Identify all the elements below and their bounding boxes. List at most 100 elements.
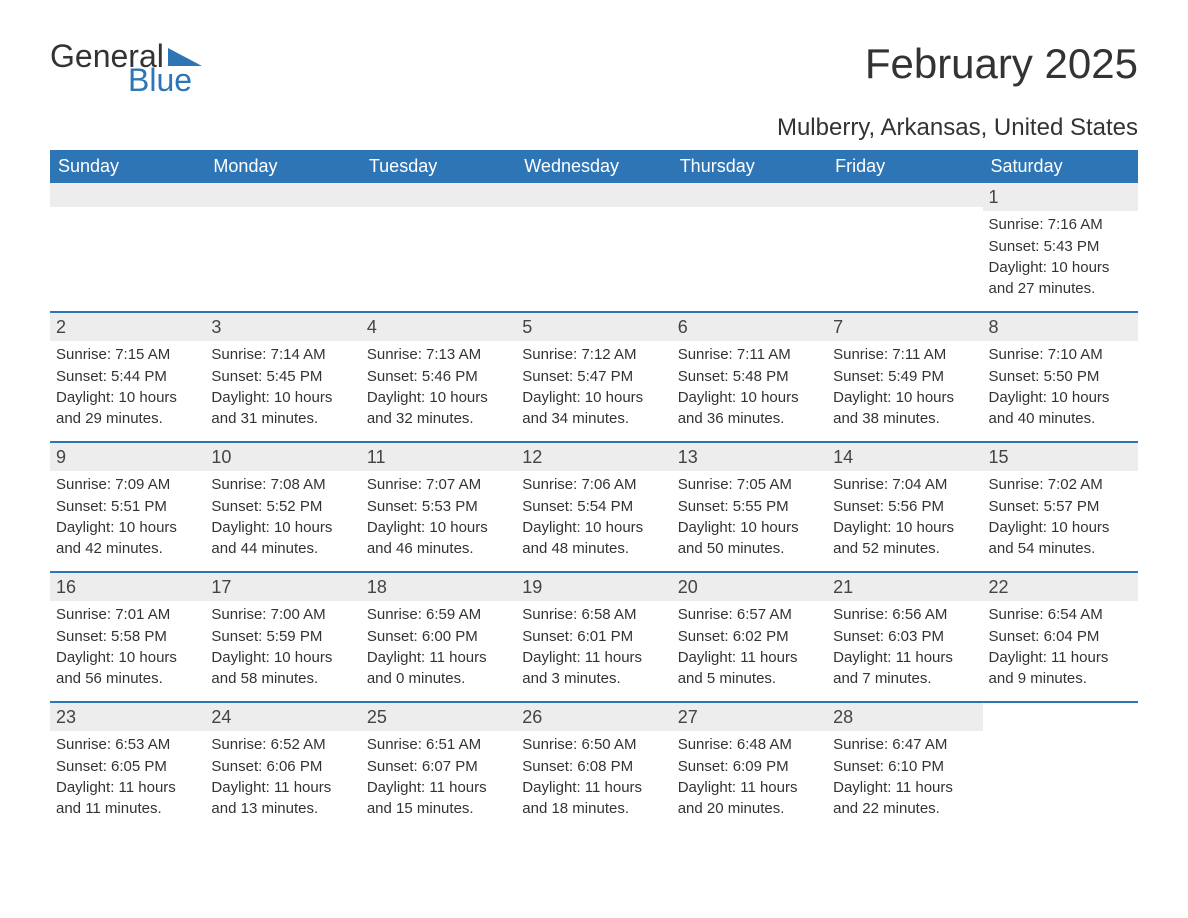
- day-cell-empty: [50, 183, 205, 311]
- day-cell-empty: [516, 183, 671, 311]
- day-info: Sunrise: 6:51 AMSunset: 6:07 PMDaylight:…: [363, 735, 510, 819]
- day-dl1: Daylight: 10 hours: [989, 258, 1132, 278]
- day-cell-empty: [827, 183, 982, 311]
- day-info: Sunrise: 7:01 AMSunset: 5:58 PMDaylight:…: [52, 605, 199, 689]
- day-sunrise: Sunrise: 7:06 AM: [522, 475, 665, 495]
- week-row: 9Sunrise: 7:09 AMSunset: 5:51 PMDaylight…: [50, 441, 1138, 571]
- day-number: [827, 183, 982, 207]
- day-sunset: Sunset: 5:48 PM: [678, 367, 821, 387]
- day-cell-empty: [672, 183, 827, 311]
- day-cell: 27Sunrise: 6:48 AMSunset: 6:09 PMDayligh…: [672, 703, 827, 831]
- day-number: 22: [983, 573, 1138, 601]
- day-sunrise: Sunrise: 6:53 AM: [56, 735, 199, 755]
- day-info: Sunrise: 7:04 AMSunset: 5:56 PMDaylight:…: [829, 475, 976, 559]
- day-cell: 3Sunrise: 7:14 AMSunset: 5:45 PMDaylight…: [205, 313, 360, 441]
- day-number: 24: [205, 703, 360, 731]
- day-sunrise: Sunrise: 7:10 AM: [989, 345, 1132, 365]
- day-dl2: and 52 minutes.: [833, 539, 976, 559]
- day-dl2: and 15 minutes.: [367, 799, 510, 819]
- day-sunrise: Sunrise: 7:11 AM: [678, 345, 821, 365]
- day-dl1: Daylight: 11 hours: [833, 648, 976, 668]
- day-number: 13: [672, 443, 827, 471]
- day-sunrise: Sunrise: 6:51 AM: [367, 735, 510, 755]
- day-dl2: and 31 minutes.: [211, 409, 354, 429]
- day-info: Sunrise: 7:09 AMSunset: 5:51 PMDaylight:…: [52, 475, 199, 559]
- day-number: 3: [205, 313, 360, 341]
- day-cell: 11Sunrise: 7:07 AMSunset: 5:53 PMDayligh…: [361, 443, 516, 571]
- day-info: Sunrise: 7:05 AMSunset: 5:55 PMDaylight:…: [674, 475, 821, 559]
- day-dl1: Daylight: 11 hours: [522, 778, 665, 798]
- day-sunset: Sunset: 5:57 PM: [989, 497, 1132, 517]
- day-sunset: Sunset: 6:09 PM: [678, 757, 821, 777]
- header-row: General Blue February 2025: [50, 40, 1138, 96]
- day-sunrise: Sunrise: 7:16 AM: [989, 215, 1132, 235]
- day-dl1: Daylight: 10 hours: [56, 388, 199, 408]
- day-sunset: Sunset: 6:01 PM: [522, 627, 665, 647]
- day-number: [672, 183, 827, 207]
- day-cell: 10 Sunrise: 7:08 AMSunset: 5:52 PMDayligh…: [205, 443, 360, 571]
- day-sunrise: Sunrise: 7:12 AM: [522, 345, 665, 365]
- day-sunrise: Sunrise: 7:11 AM: [833, 345, 976, 365]
- day-dl1: Daylight: 10 hours: [989, 388, 1132, 408]
- day-info: Sunrise: 7:08 AMSunset: 5:52 PMDaylight:…: [207, 475, 354, 559]
- day-cell: 20Sunrise: 6:57 AMSunset: 6:02 PMDayligh…: [672, 573, 827, 701]
- day-sunrise: Sunrise: 6:48 AM: [678, 735, 821, 755]
- day-dl1: Daylight: 10 hours: [678, 518, 821, 538]
- day-dl1: Daylight: 10 hours: [211, 518, 354, 538]
- day-info: Sunrise: 7:12 AMSunset: 5:47 PMDaylight:…: [518, 345, 665, 429]
- day-number: 5: [516, 313, 671, 341]
- day-number: [516, 183, 671, 207]
- day-info: Sunrise: 7:11 AMSunset: 5:49 PMDaylight:…: [829, 345, 976, 429]
- day-dl2: and 46 minutes.: [367, 539, 510, 559]
- weeks-container: 1Sunrise: 7:16 AMSunset: 5:43 PMDaylight…: [50, 183, 1138, 831]
- day-sunrise: Sunrise: 6:50 AM: [522, 735, 665, 755]
- day-dl2: and 38 minutes.: [833, 409, 976, 429]
- day-sunset: Sunset: 6:08 PM: [522, 757, 665, 777]
- day-cell: 4Sunrise: 7:13 AMSunset: 5:46 PMDaylight…: [361, 313, 516, 441]
- day-cell: 13 Sunrise: 7:05 AMSunset: 5:55 PMDayligh…: [672, 443, 827, 571]
- week-row: 23Sunrise: 6:53 AMSunset: 6:05 PMDayligh…: [50, 701, 1138, 831]
- day-dl2: and 0 minutes.: [367, 669, 510, 689]
- day-number: 18: [361, 573, 516, 601]
- day-cell: 12Sunrise: 7:06 AMSunset: 5:54 PMDayligh…: [516, 443, 671, 571]
- day-cell: 9Sunrise: 7:09 AMSunset: 5:51 PMDaylight…: [50, 443, 205, 571]
- day-info: Sunrise: 7:02 AMSunset: 5:57 PMDaylight:…: [985, 475, 1132, 559]
- day-info: Sunrise: 7:13 AMSunset: 5:46 PMDaylight:…: [363, 345, 510, 429]
- day-cell: 22Sunrise: 6:54 AMSunset: 6:04 PMDayligh…: [983, 573, 1138, 701]
- day-sunset: Sunset: 6:03 PM: [833, 627, 976, 647]
- week-row: 1Sunrise: 7:16 AMSunset: 5:43 PMDaylight…: [50, 183, 1138, 311]
- day-cell: 16Sunrise: 7:01 AMSunset: 5:58 PMDayligh…: [50, 573, 205, 701]
- day-cell: 26Sunrise: 6:50 AMSunset: 6:08 PMDayligh…: [516, 703, 671, 831]
- day-sunset: Sunset: 5:54 PM: [522, 497, 665, 517]
- day-dl1: Daylight: 11 hours: [211, 778, 354, 798]
- day-sunrise: Sunrise: 7:15 AM: [56, 345, 199, 365]
- day-sunrise: Sunrise: 7:08 AM: [211, 475, 354, 495]
- day-cell: 19Sunrise: 6:58 AMSunset: 6:01 PMDayligh…: [516, 573, 671, 701]
- day-sunrise: Sunrise: 6:54 AM: [989, 605, 1132, 625]
- day-info: Sunrise: 7:16 AMSunset: 5:43 PMDaylight:…: [985, 215, 1132, 299]
- day-info: Sunrise: 6:52 AMSunset: 6:06 PMDaylight:…: [207, 735, 354, 819]
- day-number: 10: [205, 443, 360, 471]
- day-dl2: and 11 minutes.: [56, 799, 199, 819]
- day-number: 15: [983, 443, 1138, 471]
- day-dl2: and 40 minutes.: [989, 409, 1132, 429]
- day-cell: 25Sunrise: 6:51 AMSunset: 6:07 PMDayligh…: [361, 703, 516, 831]
- day-sunset: Sunset: 6:04 PM: [989, 627, 1132, 647]
- day-dl2: and 27 minutes.: [989, 279, 1132, 299]
- day-dl2: and 5 minutes.: [678, 669, 821, 689]
- day-info: Sunrise: 6:53 AMSunset: 6:05 PMDaylight:…: [52, 735, 199, 819]
- day-dl2: and 44 minutes.: [211, 539, 354, 559]
- dow-monday: Monday: [205, 150, 360, 183]
- day-number: 17: [205, 573, 360, 601]
- day-dl1: Daylight: 10 hours: [833, 388, 976, 408]
- day-sunrise: Sunrise: 7:13 AM: [367, 345, 510, 365]
- day-sunrise: Sunrise: 6:58 AM: [522, 605, 665, 625]
- day-number: 6: [672, 313, 827, 341]
- day-info: Sunrise: 7:06 AMSunset: 5:54 PMDaylight:…: [518, 475, 665, 559]
- day-sunset: Sunset: 5:47 PM: [522, 367, 665, 387]
- day-dl2: and 13 minutes.: [211, 799, 354, 819]
- day-sunset: Sunset: 5:58 PM: [56, 627, 199, 647]
- day-sunrise: Sunrise: 7:01 AM: [56, 605, 199, 625]
- day-dl1: Daylight: 11 hours: [56, 778, 199, 798]
- day-sunset: Sunset: 6:06 PM: [211, 757, 354, 777]
